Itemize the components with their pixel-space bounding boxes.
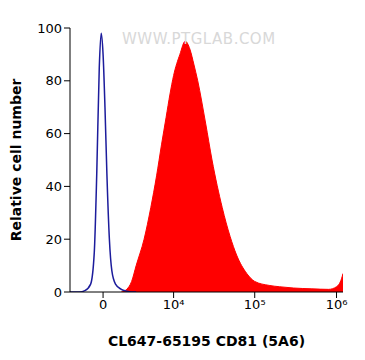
svg-text:10⁵: 10⁵ [244, 297, 266, 312]
svg-text:100: 100 [37, 21, 62, 36]
svg-text:0: 0 [54, 285, 62, 300]
svg-text:10⁶: 10⁶ [326, 297, 348, 312]
svg-text:0: 0 [99, 297, 107, 312]
svg-text:Relative cell number: Relative cell number [8, 79, 24, 242]
svg-text:60: 60 [45, 126, 62, 141]
svg-text:CL647-65195 CD81 (5A6): CL647-65195 CD81 (5A6) [108, 333, 305, 349]
svg-text:20: 20 [45, 232, 62, 247]
html-text:WWW.PTGLAB.COM: WWW.PTGLAB.COM [122, 30, 276, 48]
svg-text:40: 40 [45, 179, 62, 194]
svg-text:10⁴: 10⁴ [163, 297, 185, 312]
svg-text:80: 80 [45, 73, 62, 88]
